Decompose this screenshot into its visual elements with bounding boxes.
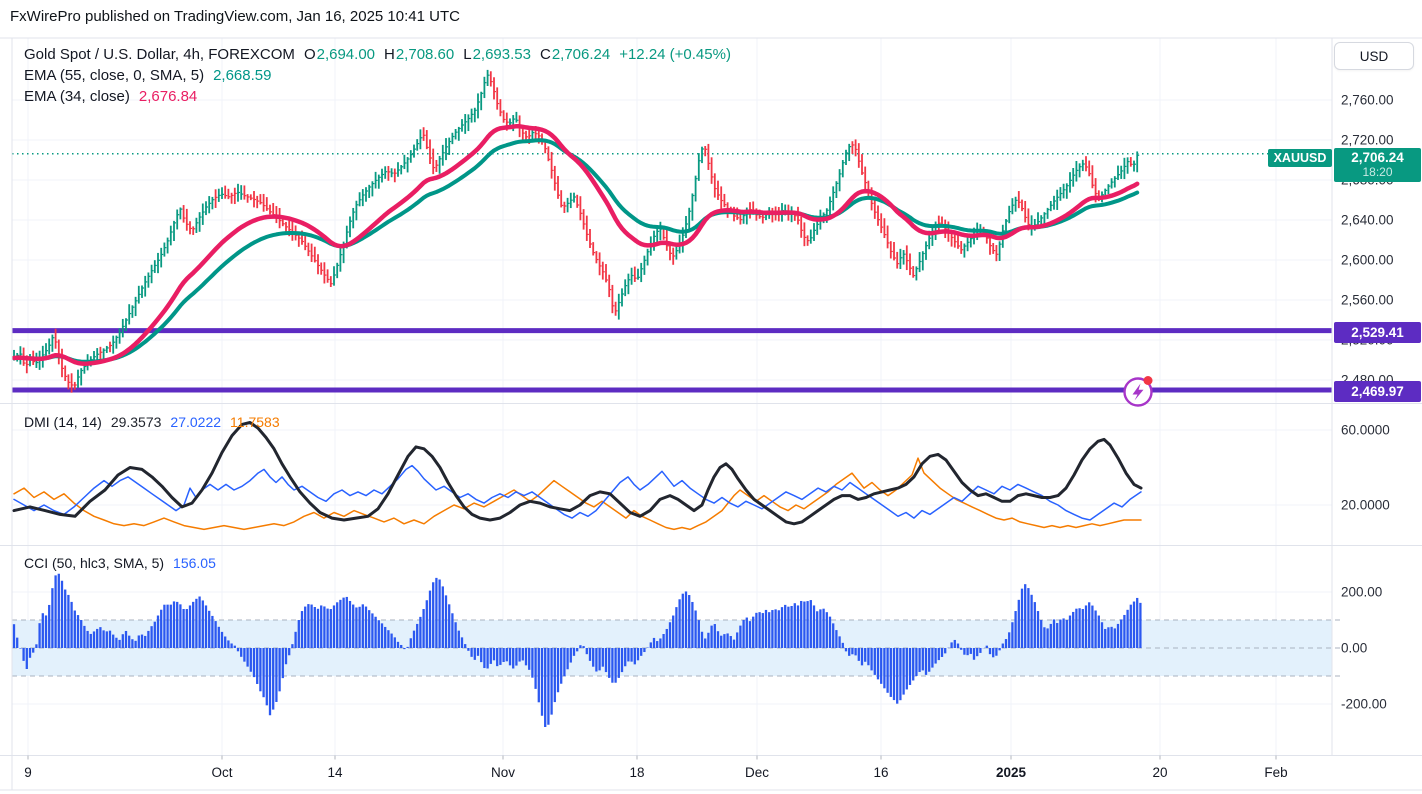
price-tick-label: 2,760.00 <box>1341 92 1394 108</box>
indicator-legend-dmi[interactable]: DMI (14, 14) 29.3573 27.0222 11.7583 <box>24 414 280 430</box>
time-tick-label: 20 <box>1152 765 1168 780</box>
change-value: +12.24 (+0.45%) <box>619 46 731 63</box>
attribution-text: FxWirePro published on TradingView.com, … <box>10 8 460 25</box>
price-tick-label: 2,600.00 <box>1341 252 1394 268</box>
symbol-badge: XAUUSD <box>1268 149 1332 167</box>
indicator-legend-ema34[interactable]: EMA (34, close) 2,676.84 <box>24 88 197 105</box>
dmi-plus-di-value: 27.0222 <box>170 414 222 430</box>
ohlc-item-o: O 2,694.00 <box>303 46 375 63</box>
price-bars <box>13 69 1140 393</box>
last-price-badge: 2,706.24 18:20 <box>1334 148 1421 182</box>
ohlc-values: O 2,694.00 H 2,708.60 L 2,693.53 C 2,706.24 <box>304 46 610 63</box>
cci-tick-label: -200.00 <box>1341 696 1387 712</box>
price-tick-label: 2,560.00 <box>1341 292 1394 308</box>
ema55-value: 2,668.59 <box>213 67 272 84</box>
time-tick-label: 9 <box>24 765 32 780</box>
currency-button[interactable]: USD <box>1334 42 1414 70</box>
cci-label: CCI (50, hlc3, SMA, 5) <box>24 555 165 571</box>
time-tick-label: 16 <box>873 765 889 780</box>
time-tick-label: Oct <box>211 765 233 780</box>
ema34-value: 2,676.84 <box>138 88 198 105</box>
cci-value: 156.05 <box>173 555 216 571</box>
ema55-label: EMA (55, close, 0, SMA, 5) <box>24 67 205 84</box>
ohlc-item-l: L 2,693.53 <box>463 46 531 63</box>
cci-tick-label: 0.00 <box>1341 640 1368 656</box>
price-level-lines <box>12 152 1332 393</box>
price-tick-label: 2,640.00 <box>1341 212 1394 228</box>
dmi-tick-label: 60.0000 <box>1341 422 1390 438</box>
bar-countdown: 18:20 <box>1362 165 1393 179</box>
ema-lines <box>11 123 1140 366</box>
cci-tick-label: 200.00 <box>1341 584 1383 600</box>
time-tick-label: Dec <box>744 765 770 780</box>
time-tick-label: Feb <box>1264 765 1288 780</box>
ohlc-item-h: H 2,708.60 <box>384 46 455 63</box>
indicator-legend-cci[interactable]: CCI (50, hlc3, SMA, 5) 156.05 <box>24 555 216 571</box>
last-price-value: 2,706.24 <box>1351 150 1404 165</box>
dmi-label: DMI (14, 14) <box>24 414 102 430</box>
chart-title: Gold Spot / U.S. Dollar, 4h, FOREXCOM <box>24 46 295 63</box>
level-badge-upper: 2,529.41 <box>1334 322 1421 343</box>
time-tick-label: 14 <box>327 765 343 780</box>
dmi-lines <box>12 421 1143 531</box>
time-tick-label: 18 <box>629 765 645 780</box>
alert-lightning-icon[interactable] <box>1123 376 1153 407</box>
cci-histogram <box>12 573 1142 727</box>
ohlc-item-c: C 2,706.24 <box>539 46 611 63</box>
ema34-label: EMA (34, close) <box>24 88 130 105</box>
level-badge-lower: 2,469.97 <box>1334 381 1421 402</box>
dmi-adx-value: 29.3573 <box>110 414 162 430</box>
pane-dividers <box>0 37 1422 791</box>
time-tick-label: 2025 <box>995 765 1027 780</box>
time-tick-label: Nov <box>490 765 516 780</box>
price-tick-label: 2,720.00 <box>1341 132 1394 148</box>
dmi-tick-label: 20.0000 <box>1341 497 1390 513</box>
dmi-minus-di-value: 11.7583 <box>230 414 280 430</box>
indicator-legend-ema55[interactable]: EMA (55, close, 0, SMA, 5) 2,668.59 <box>24 67 271 84</box>
